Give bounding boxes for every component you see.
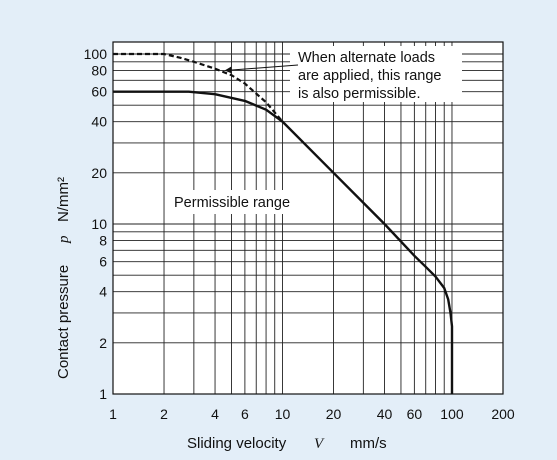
x-axis-label: Sliding velocity	[187, 435, 287, 452]
x-tick-label: 40	[377, 406, 393, 422]
y-tick-label: 100	[84, 46, 108, 62]
y-tick-label: 60	[91, 84, 107, 100]
region-label-bg	[168, 190, 302, 214]
y-axis-unit: N/mm²	[55, 177, 72, 222]
x-tick-labels: 1 2 4 6 10 20 40 60 100 200	[109, 406, 515, 422]
annotation-line-2: are applied, this range	[298, 68, 442, 84]
y-axis-label: Contact pressure	[55, 265, 72, 379]
y-tick-label: 80	[91, 62, 107, 78]
x-tick-label: 6	[241, 406, 249, 422]
annotation-line-1: When alternate loads	[298, 50, 435, 66]
annotation-line-3: is also permissible.	[298, 86, 421, 102]
y-tick-label: 20	[91, 165, 107, 181]
series-group	[113, 52, 454, 394]
x-tick-label: 200	[491, 406, 515, 422]
y-tick-label: 40	[91, 114, 107, 130]
x-axis-symbol: V	[314, 436, 325, 452]
series-dashed-line	[113, 52, 284, 123]
x-tick-label: 100	[440, 406, 464, 422]
x-axis-unit: mm/s	[350, 435, 387, 452]
x-tick-label: 60	[407, 406, 423, 422]
y-tick-label: 2	[99, 335, 107, 351]
annotation-bg	[290, 46, 462, 102]
region-label: Permissible range	[174, 195, 290, 211]
x-tick-label: 1	[109, 406, 117, 422]
y-axis-symbol: p	[56, 235, 72, 244]
x-tick-label: 10	[275, 406, 291, 422]
x-tick-label: 4	[211, 406, 219, 422]
y-tick-label: 1	[99, 386, 107, 402]
y-tick-label: 4	[99, 284, 107, 300]
x-tick-label: 20	[326, 406, 342, 422]
y-tick-label: 10	[91, 216, 107, 232]
x-tick-label: 2	[160, 406, 168, 422]
plot-frame	[112, 41, 504, 395]
series-solid-line	[113, 90, 454, 394]
annotation-arrow	[224, 64, 299, 74]
y-tick-label: 8	[99, 232, 107, 248]
y-tick-label: 6	[99, 254, 107, 270]
